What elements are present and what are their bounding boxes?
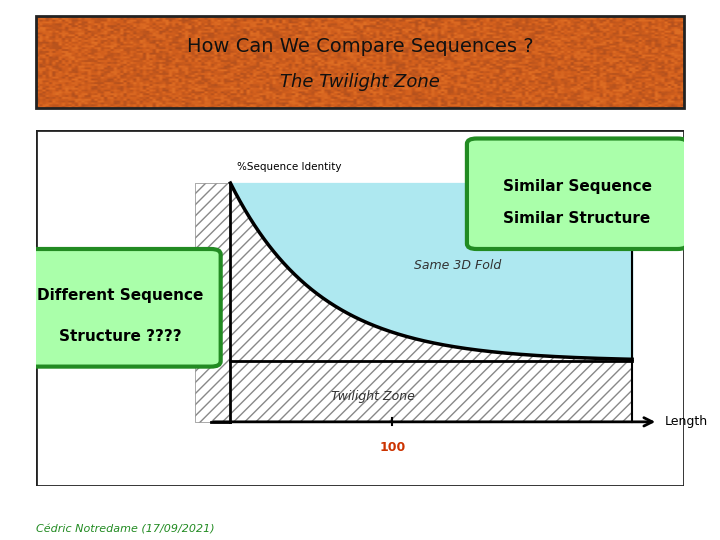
- Text: Similar Sequence: Similar Sequence: [503, 179, 652, 194]
- Text: How Can We Compare Sequences ?: How Can We Compare Sequences ?: [186, 37, 534, 56]
- Text: The Twilight Zone: The Twilight Zone: [280, 73, 440, 91]
- Text: Same 3D Fold: Same 3D Fold: [413, 259, 501, 272]
- Text: 30: 30: [206, 349, 220, 360]
- Text: Twilight Zone: Twilight Zone: [331, 390, 415, 403]
- Text: Structure ????: Structure ????: [59, 329, 181, 344]
- Text: %Sequence Identity: %Sequence Identity: [237, 163, 341, 172]
- FancyBboxPatch shape: [467, 138, 687, 249]
- Text: Different Sequence: Different Sequence: [37, 288, 204, 303]
- FancyBboxPatch shape: [36, 130, 684, 486]
- Text: Similar Structure: Similar Structure: [503, 211, 651, 226]
- Text: 100: 100: [379, 442, 405, 455]
- Text: Length: Length: [665, 415, 708, 428]
- Text: Cédric Notredame (17/09/2021): Cédric Notredame (17/09/2021): [36, 524, 215, 535]
- FancyBboxPatch shape: [23, 249, 220, 367]
